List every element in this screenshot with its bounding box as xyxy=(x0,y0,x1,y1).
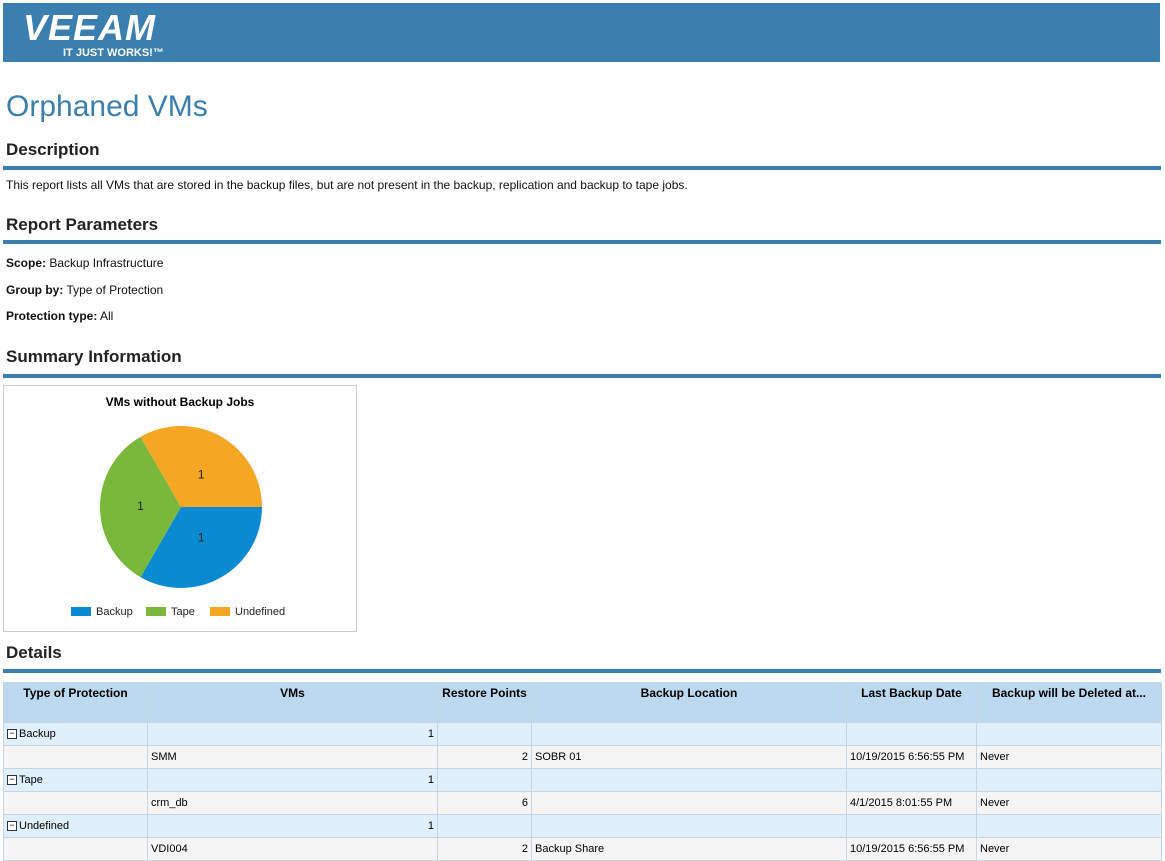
collapse-toggle[interactable]: − xyxy=(7,729,17,740)
group-cell: − Backup xyxy=(3,722,148,746)
column-header: Restore Points xyxy=(437,682,532,723)
slice-label: 1 xyxy=(198,531,205,545)
group-count: 1 xyxy=(147,722,438,746)
parameter-label: Scope: xyxy=(6,256,47,270)
legend-label: Tape xyxy=(171,606,195,618)
detail-row: VDI004 2 Backup Share 10/19/2015 6:56:55 PM… xyxy=(3,837,1162,861)
legend-label: Undefined xyxy=(235,606,285,618)
group-cell: − Undefined xyxy=(3,814,148,838)
group-name: Undefined xyxy=(19,820,70,832)
cell xyxy=(976,814,1162,838)
column-header: Backup will be Deleted at... xyxy=(976,682,1162,723)
cell xyxy=(976,722,1162,746)
section-rule xyxy=(3,240,1161,244)
cell xyxy=(531,768,847,792)
group-row: − Backup 1 xyxy=(3,722,1162,746)
cell: SMM xyxy=(147,745,438,769)
cell xyxy=(531,722,847,746)
cell: 6 xyxy=(437,791,532,815)
collapse-toggle[interactable]: − xyxy=(7,821,17,832)
section-heading: Summary Information xyxy=(6,347,182,366)
legend-label: Backup xyxy=(96,606,133,618)
cell xyxy=(3,745,148,769)
cell xyxy=(437,722,532,746)
cell: 2 xyxy=(437,745,532,769)
detail-row: crm_db 6 4/1/2015 8:01:55 PM Never xyxy=(3,791,1162,815)
parameter-label: Protection type: xyxy=(6,309,98,323)
parameter: Protection type: All xyxy=(6,309,113,323)
cell: SOBR 01 xyxy=(531,745,847,769)
group-count: 1 xyxy=(147,814,438,838)
parameter: Scope: Backup Infrastructure xyxy=(6,256,163,270)
parameter: Group by: Type of Protection xyxy=(6,283,163,297)
parameter-label: Group by: xyxy=(6,282,64,297)
cell xyxy=(531,814,847,838)
header-bar: VEEAM IT JUST WORKS!™ xyxy=(3,3,1160,62)
group-row: − Undefined 1 xyxy=(3,814,1162,838)
report-title: Orphaned VMs xyxy=(6,90,208,123)
cell: 10/19/2015 6:56:55 PM xyxy=(846,745,977,769)
cell: Never xyxy=(976,745,1162,769)
legend-swatch xyxy=(146,607,166,616)
cell xyxy=(846,722,977,746)
detail-row: SMM 2 SOBR 01 10/19/2015 6:56:55 PM Never xyxy=(3,745,1162,769)
cell xyxy=(3,791,148,815)
column-header: Type of Protection xyxy=(3,682,148,723)
collapse-toggle[interactable]: − xyxy=(7,775,17,786)
section-rule xyxy=(3,166,1161,170)
section-heading: Description xyxy=(6,140,100,159)
cell: Never xyxy=(976,837,1162,861)
chart: VMs without Backup Jobs 1 1 1 Backup Tape Und… xyxy=(71,395,285,618)
tagline: IT JUST WORKS!™ xyxy=(63,47,164,59)
cell xyxy=(976,768,1162,792)
group-row: − Tape 1 xyxy=(3,768,1162,792)
cell: 2 xyxy=(437,837,532,861)
group-name: Tape xyxy=(19,774,43,786)
section-rule xyxy=(3,669,1161,673)
description-text: This report lists all VMs that are store… xyxy=(6,178,688,192)
section-heading: Details xyxy=(6,643,62,662)
cell: Never xyxy=(976,791,1162,815)
cell: 10/19/2015 6:56:55 PM xyxy=(846,837,977,861)
cell xyxy=(846,814,977,838)
pie-slice xyxy=(140,507,262,588)
group-name: Backup xyxy=(19,728,56,740)
column-header: VMs xyxy=(147,682,438,723)
column-header: Backup Location xyxy=(531,682,847,723)
chart-title: VMs without Backup Jobs xyxy=(106,395,255,409)
group-count: 1 xyxy=(147,768,438,792)
section-rule xyxy=(3,374,1161,378)
parameter-value: All xyxy=(100,309,114,323)
chart-box: VMs without Backup Jobs 1 1 1 Backup Tape Und… xyxy=(3,385,357,632)
column-header: Last Backup Date xyxy=(846,682,977,723)
group-cell: − Tape xyxy=(3,768,148,792)
pie-slice xyxy=(100,436,181,578)
parameter-value: Backup Infrastructure xyxy=(49,256,164,270)
cell: 4/1/2015 8:01:55 PM xyxy=(846,791,977,815)
slice-label: 1 xyxy=(198,468,205,482)
cell xyxy=(3,837,148,861)
cell: crm_db xyxy=(147,791,438,815)
section-heading: Report Parameters xyxy=(6,215,159,234)
legend-swatch xyxy=(71,607,91,616)
legend-swatch xyxy=(210,607,230,616)
cell: VDI004 xyxy=(147,837,438,861)
cell xyxy=(437,768,532,792)
slice-label: 1 xyxy=(137,499,144,513)
parameter-value: Type of Protection xyxy=(66,282,164,297)
cell: Backup Share xyxy=(531,837,847,861)
pie-slice xyxy=(140,426,262,507)
cell xyxy=(846,768,977,792)
cell xyxy=(531,791,847,815)
header-row: Type of Protection VMs Restore Points Backu… xyxy=(3,682,1162,723)
cell xyxy=(437,814,532,838)
details-table: Type of Protection VMs Restore Points Backu… xyxy=(3,682,1162,861)
logo: VEEAM xyxy=(23,7,157,48)
